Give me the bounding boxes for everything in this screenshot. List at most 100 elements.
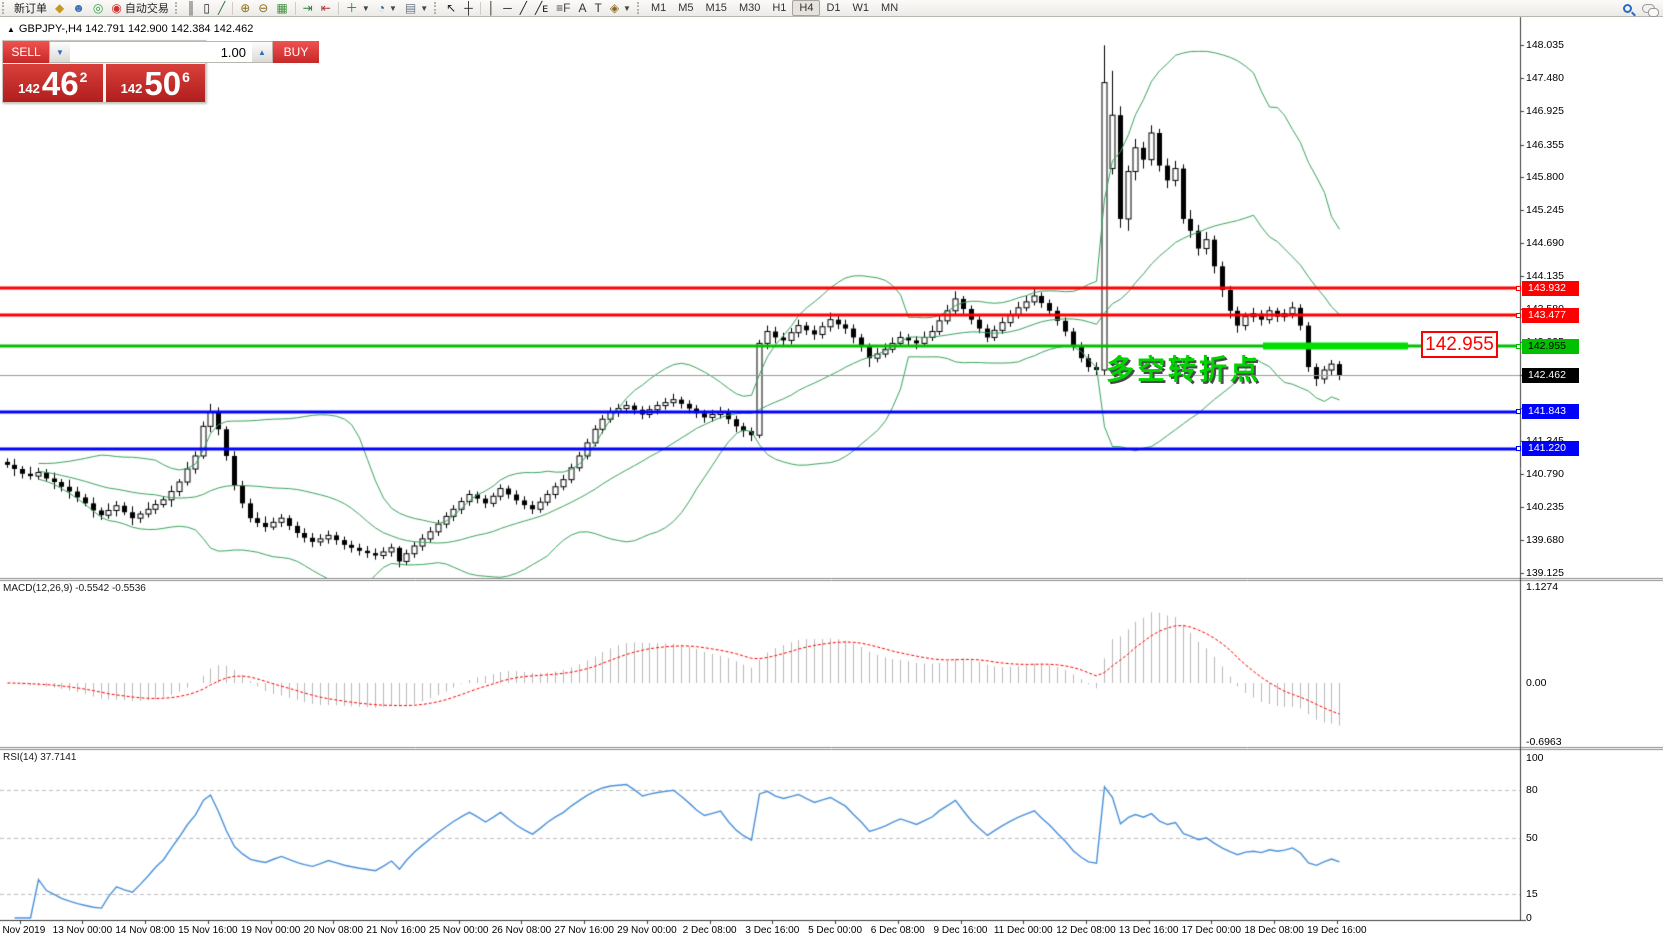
collapse-triangle-icon[interactable]: ▲: [7, 25, 15, 34]
price-callout-box[interactable]: 142.955: [1421, 331, 1498, 358]
tag-connector: [1516, 312, 1521, 318]
trendline-icon: ╱: [519, 1, 527, 15]
buy-price-big: 50: [144, 65, 182, 102]
main-toolbar: 新订单 ◆ ☻ ◎ ◉ 自动交易 ║ ▯ ╱ ⊕ ⊖ ▦ ⇥ ⇤ ＋ ▼ ◔ ▼ ▤ ▼ ↖ ┼ │ ─ ╱ ╱ᴇ ≡F A T ◈ ▼ M1…: [0, 0, 1663, 17]
sell-price-big: 46: [41, 65, 79, 102]
buy-price-panel[interactable]: 142 50 6: [105, 64, 205, 102]
sell-price-prefix: 142: [18, 81, 40, 96]
new-order-button-label: 新订单: [14, 3, 47, 15]
timeframe-w1-button[interactable]: W1: [852, 2, 870, 14]
rsi-axis-label: 15: [1526, 888, 1538, 900]
date-axis-label: 3 Dec 16:00: [745, 925, 800, 936]
periods-button-dropdown-icon[interactable]: ▼: [388, 3, 397, 13]
shapes-button[interactable]: ◈ ▼: [606, 0, 635, 16]
date-axis-label: 18 Dec 08:00: [1244, 925, 1304, 936]
fibonacci-icon[interactable]: ≡F: [552, 0, 574, 16]
cursor-icon: ↖: [446, 1, 457, 15]
navigator-icon[interactable]: ☻: [68, 0, 89, 16]
toolbar-grip[interactable]: [636, 2, 642, 14]
timeframe-h1-button[interactable]: H1: [772, 2, 787, 14]
volume-up-button[interactable]: ▲: [252, 42, 272, 62]
date-axis-label: 15 Nov 16:00: [178, 925, 238, 936]
price-level-tag: 143.932: [1516, 280, 1579, 296]
templates-button[interactable]: ▤ ▼: [401, 0, 432, 16]
indicators-button[interactable]: ＋ ▼: [342, 0, 374, 16]
date-axis-label: 13 Nov 00:00: [52, 925, 113, 936]
timeframe-m15-button[interactable]: M15: [705, 2, 727, 14]
text-icon: A: [578, 1, 587, 15]
price-axis-label: 140.790: [1526, 468, 1564, 481]
timeframe-h4-button[interactable]: H4: [792, 0, 821, 16]
tag-connector: [1516, 343, 1521, 349]
date-axis-label: 9 Dec 16:00: [933, 925, 988, 936]
channel-icon[interactable]: ╱ᴇ: [531, 0, 552, 16]
date-axis-label: 25 Nov 00:00: [428, 925, 489, 936]
date-axis-label: 11 Dec 00:00: [993, 925, 1053, 936]
timeframe-m30-button[interactable]: M30: [738, 2, 761, 14]
text-label-icon[interactable]: T: [590, 0, 605, 16]
toolbar-separator: [479, 1, 481, 15]
toolbar-separator: [232, 1, 234, 15]
toolbar-grip[interactable]: [2, 2, 7, 14]
buy-button[interactable]: BUY: [273, 41, 319, 63]
chart-shift-icon[interactable]: ⇤: [317, 0, 335, 16]
zoom-in-icon[interactable]: ⊕: [236, 0, 254, 16]
date-axis-label: 19 Nov 00:00: [240, 925, 301, 936]
crosshair-icon[interactable]: ┼: [460, 0, 477, 16]
search-icon[interactable]: [1623, 3, 1632, 13]
tag-connector: [1516, 409, 1521, 415]
new-order-button[interactable]: 新订单: [10, 0, 51, 16]
sell-button[interactable]: SELL: [3, 41, 49, 63]
toolbar-separator: [337, 1, 339, 15]
indicators-button-dropdown-icon[interactable]: ▼: [361, 3, 370, 13]
autotrading-button[interactable]: ◉ 自动交易: [107, 0, 172, 16]
text-icon[interactable]: A: [574, 0, 590, 16]
templates-button-dropdown-icon[interactable]: ▼: [420, 3, 429, 13]
price-axis-label: 146.925: [1526, 104, 1564, 117]
shapes-button-dropdown-icon[interactable]: ▼: [623, 3, 631, 13]
vertical-line-icon: │: [487, 1, 496, 15]
macd-axis-label: 0.00: [1526, 677, 1547, 689]
chart-line-icon[interactable]: ╱: [214, 0, 229, 16]
zoom-out-icon[interactable]: ⊖: [254, 0, 272, 16]
cursor-icon[interactable]: ↖: [442, 0, 460, 16]
fibonacci-icon: ≡F: [556, 1, 571, 15]
timeframe-mn-button[interactable]: MN: [881, 2, 899, 14]
date-axis-label: 1 Nov 2019: [0, 925, 46, 936]
rsi-axis-label: 0: [1526, 912, 1532, 924]
autotrading-button: ◉: [111, 1, 122, 15]
volume-down-button[interactable]: ▼: [50, 42, 70, 62]
periods-button[interactable]: ◔ ▼: [374, 0, 401, 16]
chart-annotation-text[interactable]: 多空转折点: [1106, 354, 1262, 385]
market-watch-icon[interactable]: ◆: [51, 0, 68, 16]
toolbar-grip[interactable]: [174, 2, 180, 14]
signal-icon[interactable]: ◎: [89, 0, 107, 16]
price-level-tag: 141.843: [1516, 404, 1579, 420]
chat-icon[interactable]: [1642, 3, 1659, 17]
chart-bars-icon[interactable]: ║: [183, 0, 200, 16]
timeframe-m1-button[interactable]: M1: [650, 2, 667, 14]
timeframe-m5-button[interactable]: M5: [678, 2, 694, 14]
market-watch-icon: ◆: [55, 1, 65, 15]
indicators-button: ＋: [345, 1, 358, 15]
trendline-icon[interactable]: ╱: [516, 0, 531, 16]
horizontal-line-icon[interactable]: ─: [499, 0, 516, 16]
price-level-tag: 141.220: [1516, 441, 1579, 457]
price-level-tag: 142.955: [1516, 338, 1579, 354]
chart-candles-icon[interactable]: ▯: [199, 0, 214, 16]
auto-scroll-icon[interactable]: ⇥: [299, 0, 317, 16]
zoom-in-icon: ⊕: [240, 1, 251, 15]
price-level-tag: 143.477: [1516, 307, 1579, 323]
rsi-axis-label: 50: [1526, 832, 1538, 844]
volume-stepper: ▼ ▲: [49, 41, 273, 63]
periods-button: ◔: [377, 1, 385, 15]
vertical-line-icon[interactable]: │: [484, 0, 500, 16]
timeframe-d1-button[interactable]: D1: [826, 2, 841, 14]
sell-price-panel[interactable]: 142 46 2: [3, 64, 103, 102]
volume-input[interactable]: [70, 42, 252, 62]
date-axis-label: 21 Nov 16:00: [366, 925, 426, 936]
tile-windows-icon[interactable]: ▦: [272, 0, 291, 16]
toolbar-grip[interactable]: [434, 2, 439, 14]
